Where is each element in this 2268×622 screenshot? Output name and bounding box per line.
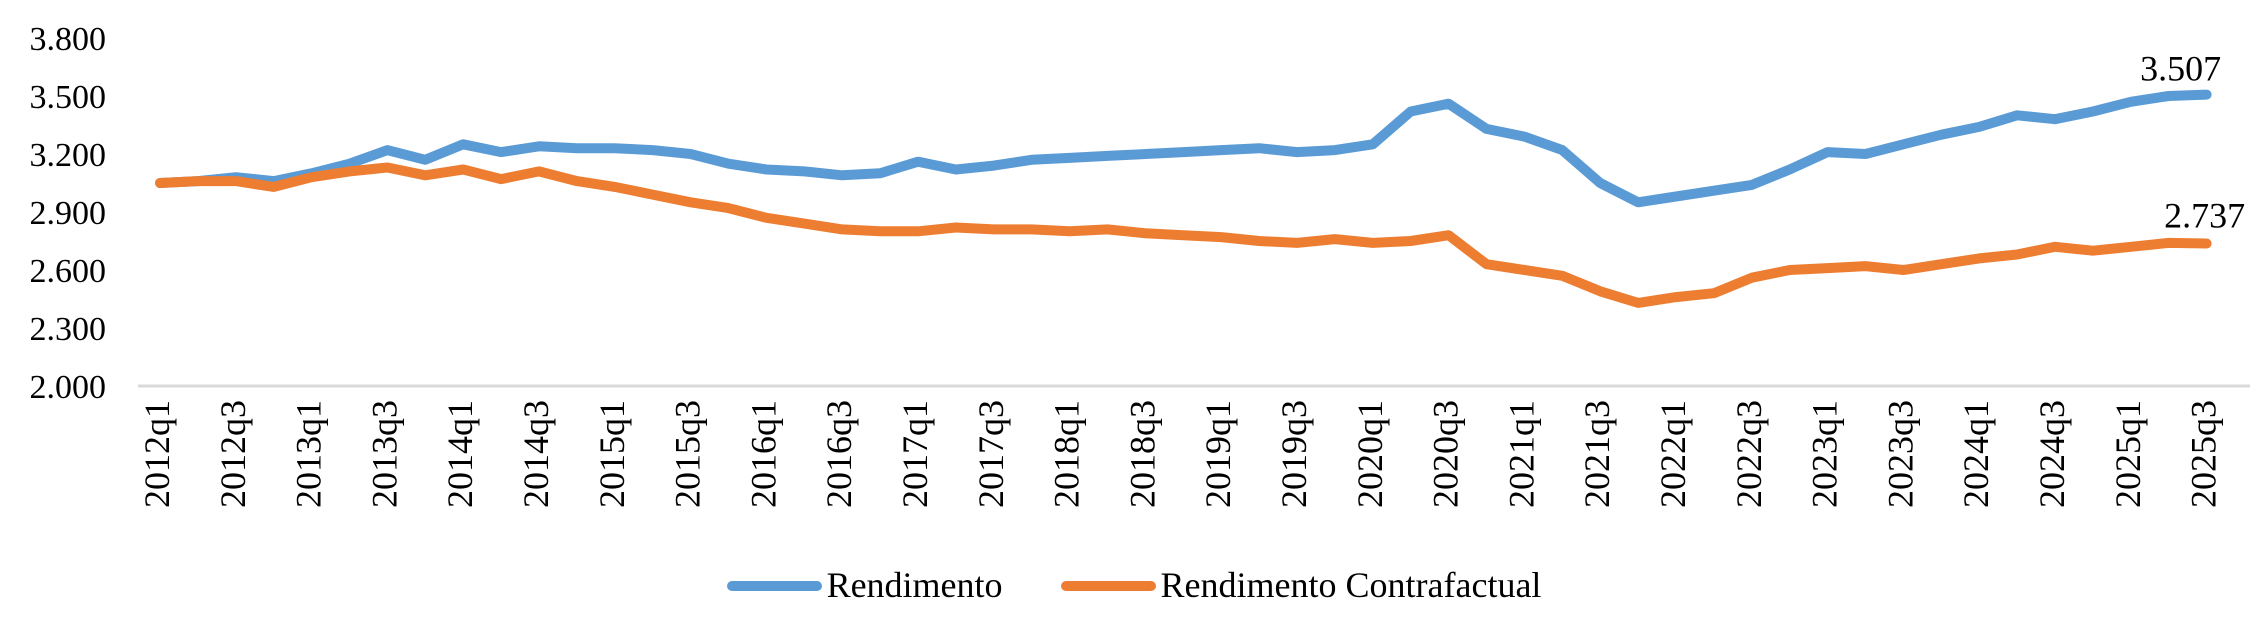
legend-item-rendimento-contrafactual: Rendimento Contrafactual	[1060, 565, 1542, 606]
x-tick-label: 2020q1	[1350, 400, 1390, 508]
x-tick-label: 2025q1	[2108, 400, 2148, 508]
x-tick-label: 2024q3	[2032, 400, 2072, 508]
x-tick-label: 2018q1	[1047, 400, 1087, 508]
x-tick-label: 2023q1	[1805, 400, 1845, 508]
y-tick-label: 3.800	[30, 21, 107, 58]
x-tick-label: 2024q1	[1956, 400, 1996, 508]
x-tick-label: 2022q3	[1729, 400, 1769, 508]
x-tick-label: 2025q3	[2184, 400, 2224, 508]
x-tick-label: 2019q3	[1274, 400, 1314, 508]
legend-label-rendimento-contrafactual: Rendimento Contrafactual	[1160, 565, 1542, 605]
x-tick-label: 2019q1	[1198, 400, 1238, 508]
legend-label-rendimento: Rendimento	[826, 565, 1003, 605]
series-end-label: 3.507	[2140, 49, 2221, 89]
x-tick-label: 2022q1	[1653, 400, 1693, 508]
x-tick-label: 2015q3	[668, 400, 708, 508]
x-tick-label: 2014q3	[516, 400, 556, 508]
x-tick-label: 2017q3	[971, 400, 1011, 508]
x-tick-label: 2013q1	[289, 400, 329, 508]
legend-item-rendimento: Rendimento	[726, 565, 1003, 606]
legend-line-swatch-rendimento-contrafactual	[1060, 580, 1156, 591]
x-tick-label: 2012q3	[213, 400, 253, 508]
x-tick-label: 2015q1	[592, 400, 632, 508]
x-tick-label: 2013q3	[364, 400, 404, 508]
legend: Rendimento Rendimento Contrafactual	[0, 565, 2268, 606]
x-tick-label: 2012q1	[137, 400, 177, 508]
x-tick-label: 2020q3	[1426, 400, 1466, 508]
x-tick-label: 2016q3	[819, 400, 859, 508]
x-tick-label: 2021q3	[1577, 400, 1617, 508]
series-line-rendimento	[155, 89, 2212, 208]
y-tick-label: 2.900	[30, 195, 107, 232]
y-tick-label: 2.000	[30, 369, 107, 406]
series-end-label: 2.737	[2164, 196, 2245, 236]
y-tick-label: 3.500	[30, 79, 107, 116]
x-tick-label: 2021q1	[1501, 400, 1541, 508]
x-tick-label: 2016q1	[743, 400, 783, 508]
y-tick-label: 3.200	[30, 137, 107, 174]
series-line-rendimento-contrafactual	[155, 162, 2212, 308]
x-tick-label: 2017q1	[895, 400, 935, 508]
x-tick-label: 2014q1	[440, 400, 480, 508]
legend-line-swatch-rendimento	[726, 580, 822, 591]
y-tick-label: 2.600	[30, 253, 107, 290]
y-tick-label: 2.300	[30, 311, 107, 348]
x-tick-label: 2018q3	[1122, 400, 1162, 508]
x-tick-label: 2023q3	[1880, 400, 1920, 508]
